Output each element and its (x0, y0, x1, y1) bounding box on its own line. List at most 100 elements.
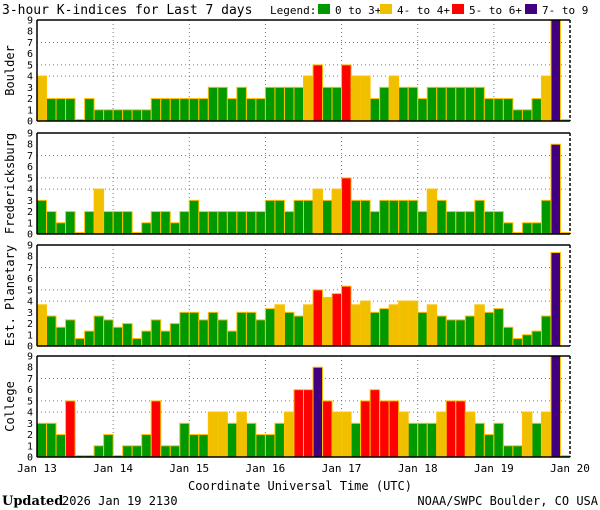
bar (350, 75, 362, 122)
legend-label: Legend: (270, 4, 316, 17)
legend-swatch (525, 4, 537, 14)
bar (445, 211, 457, 235)
bar (283, 311, 295, 347)
bar (217, 319, 228, 347)
bar (426, 304, 438, 347)
bar (369, 389, 381, 458)
bar (417, 311, 428, 347)
x-tick-label: Jan 20 (550, 462, 590, 475)
y-tick-label: 5 (27, 60, 33, 71)
bar (141, 434, 152, 458)
bar (264, 434, 276, 458)
bar (160, 211, 171, 235)
updated-label: Updated (2, 494, 63, 509)
bar (455, 400, 466, 458)
bar (274, 86, 285, 122)
panel-label: Est. Planetary (3, 245, 17, 346)
bar (255, 211, 266, 235)
legend-swatch (318, 4, 330, 14)
bar (198, 98, 209, 122)
bar (93, 188, 105, 235)
bar (464, 86, 476, 122)
panel-label: College (3, 381, 17, 432)
bar (188, 98, 200, 122)
y-tick-label: 2 (27, 430, 33, 441)
y-tick-label: 1 (27, 330, 33, 341)
bar (226, 330, 238, 347)
legend-swatch (452, 4, 464, 14)
bar (217, 211, 228, 235)
y-tick-label: 9 (27, 241, 33, 252)
bar (483, 98, 495, 122)
bar (46, 211, 57, 235)
bar (550, 143, 561, 235)
bar (350, 304, 362, 347)
bar (436, 199, 447, 235)
y-tick-label: 7 (27, 263, 33, 274)
bar (398, 86, 409, 122)
y-tick-label: 7 (27, 38, 33, 49)
y-tick-label: 8 (27, 363, 33, 374)
bar (293, 389, 305, 458)
bar (122, 211, 133, 235)
bar (245, 422, 257, 458)
y-tick-label: 7 (27, 151, 33, 162)
bar (369, 311, 381, 347)
y-tick-label: 4 (27, 408, 33, 419)
legend-item-label: 0 to 3+ (335, 4, 382, 17)
bar (521, 334, 533, 347)
y-tick-label: 1 (27, 105, 33, 116)
bar (160, 330, 171, 347)
bar (407, 199, 419, 235)
bar (236, 211, 247, 235)
bar (65, 98, 76, 122)
bar (398, 199, 409, 235)
bar (407, 422, 419, 458)
x-axis-ticks: Jan 13 Jan 14 Jan 15 Jan 16 Jan 17 Jan 18 Jan … (17, 462, 590, 475)
y-tick-label: 5 (27, 396, 33, 407)
bar (312, 188, 324, 235)
y-tick-label: 2 (27, 94, 33, 105)
bar (407, 300, 419, 347)
bar (521, 222, 533, 235)
y-tick-label: 8 (27, 252, 33, 263)
bar (512, 337, 523, 347)
x-tick-label: Jan 14 (93, 462, 133, 475)
bar (264, 199, 276, 235)
y-tick-label: 8 (27, 140, 33, 151)
bar (198, 434, 209, 458)
bar (331, 86, 343, 122)
bar (255, 319, 266, 347)
y-tick-label: 5 (27, 173, 33, 184)
bar (283, 411, 295, 458)
bar (264, 86, 276, 122)
bar (274, 199, 285, 235)
bar (303, 75, 314, 122)
bar (179, 311, 190, 347)
bar (141, 109, 152, 122)
bar (369, 211, 381, 235)
y-tick-label: 9 (27, 16, 33, 27)
bar (493, 98, 504, 122)
bar (445, 319, 457, 347)
bar (417, 98, 428, 122)
y-tick-label: 1 (27, 218, 33, 229)
bar (245, 311, 257, 347)
bar (417, 211, 428, 235)
panel-label: Fredericksburg (3, 133, 17, 234)
bar (540, 315, 552, 347)
bar (483, 434, 495, 458)
y-tick-label: 4 (27, 72, 33, 83)
x-tick-label: Jan 13 (17, 462, 57, 475)
bar (369, 98, 381, 122)
bar (65, 211, 76, 235)
bar (55, 326, 67, 347)
bar (512, 109, 523, 122)
bar (512, 445, 523, 458)
bar (436, 411, 447, 458)
bar (540, 75, 552, 122)
